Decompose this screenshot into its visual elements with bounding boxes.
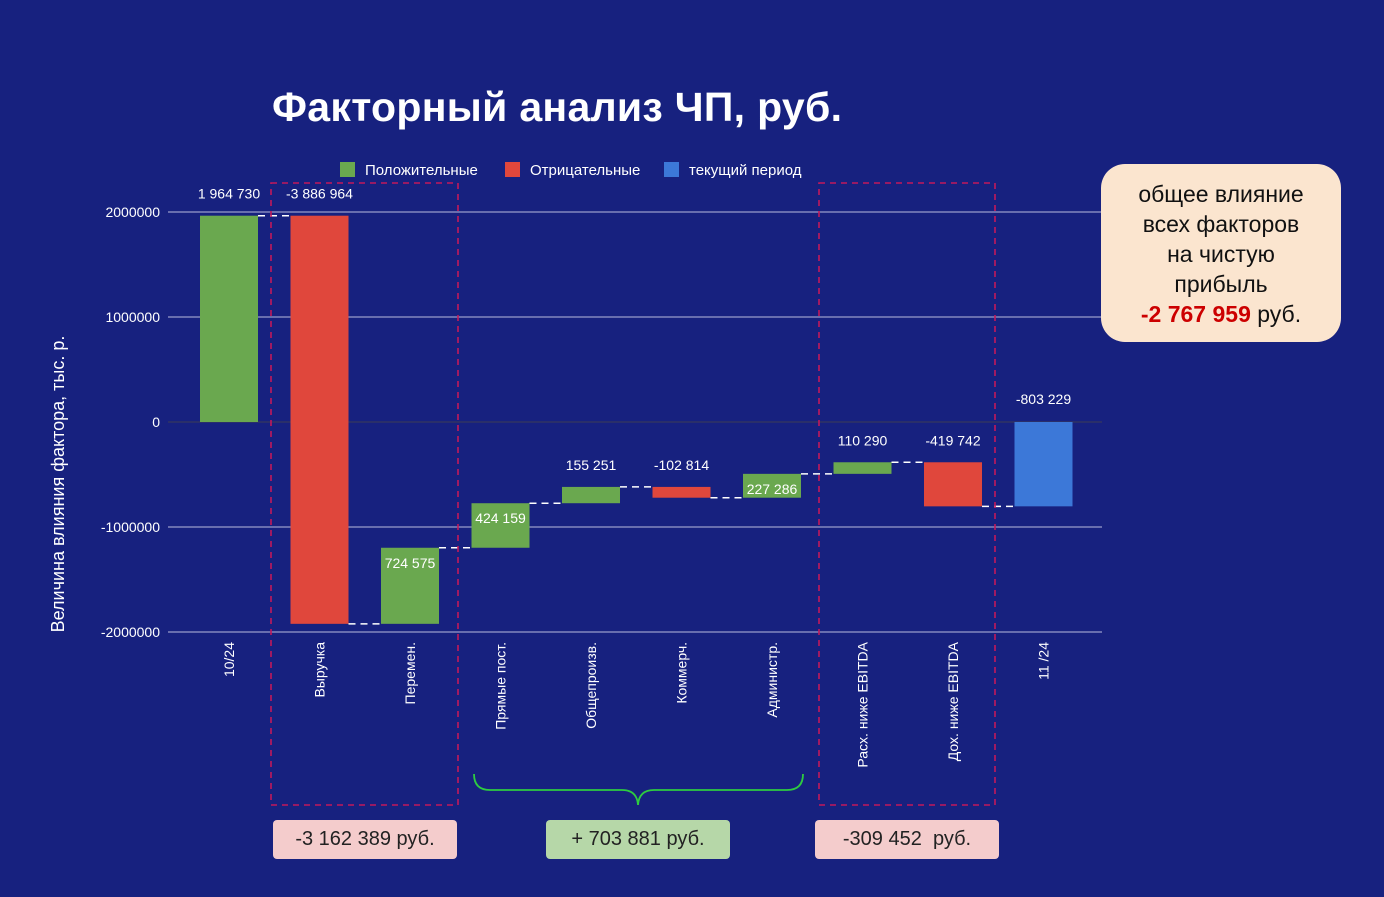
- callout-line-2: всех факторов: [1142, 211, 1300, 237]
- costs-group-sum: + 703 881 руб.: [546, 820, 730, 859]
- below-ebitda-group-sum: -309 452 руб.: [815, 820, 999, 859]
- data-label: 724 575: [385, 555, 436, 571]
- callout-line-1: общее влияние: [1138, 181, 1304, 207]
- category-label: Дох. ниже EBITDA: [945, 641, 961, 761]
- callout-value-line: -2 767 959 руб.: [1101, 299, 1341, 329]
- y-tick-label: -1000000: [101, 519, 160, 535]
- legend-swatch: [340, 162, 355, 177]
- data-label: 424 159: [475, 510, 526, 526]
- bar-layer: [200, 215, 1073, 624]
- callout-unit: руб.: [1250, 301, 1302, 327]
- y-tick-label: 0: [152, 414, 160, 430]
- total-effect-callout: общее влияние всех факторов на чистую пр…: [1101, 164, 1341, 342]
- category-label: Прямые пост.: [493, 642, 509, 730]
- connector-layer: [258, 214, 1015, 625]
- data-label: 110 290: [838, 432, 888, 448]
- chart-title: Факторный анализ ЧП, руб.: [272, 84, 843, 130]
- category-label: Расх. ниже EBITDA: [855, 641, 871, 767]
- group-frame: [818, 182, 996, 806]
- legend-label: Положительные: [365, 162, 478, 179]
- data-label: -803 229: [1016, 391, 1071, 407]
- y-tick-label: -2000000: [101, 624, 160, 640]
- bar: [924, 462, 982, 507]
- data-label: 1 964 730: [198, 186, 260, 202]
- revenue-group-sum: -3 162 389 руб.: [273, 820, 457, 859]
- y-tick-label: 1000000: [105, 309, 160, 325]
- bar: [743, 473, 801, 498]
- callout-line-3: на чистую: [1167, 241, 1275, 267]
- data-label: 227 286: [747, 481, 798, 497]
- bar: [652, 486, 711, 498]
- category-label: Выручка: [312, 642, 328, 698]
- group-frame: [270, 182, 459, 806]
- legend-swatch: [664, 162, 679, 177]
- bar: [200, 215, 258, 422]
- bar: [290, 215, 349, 624]
- cost-group-brace: [473, 773, 804, 806]
- category-label: 10/24: [221, 642, 237, 677]
- group-layer: [270, 182, 996, 806]
- legend-label: Отрицательные: [530, 162, 640, 179]
- legend-layer: Положительные Отрицательные текущий период: [340, 162, 802, 179]
- category-label: Общепроизв.: [583, 642, 599, 729]
- callout-line-4: прибыль: [1174, 271, 1268, 297]
- legend-swatch: [505, 162, 520, 177]
- data-label: -419 742: [925, 432, 980, 448]
- data-label: -3 886 964: [286, 186, 353, 202]
- y-tick-label: 2000000: [105, 204, 160, 220]
- bar: [471, 503, 530, 548]
- label-layer: 1 964 730 10/24 -3 886 964 Выручка 724 575 Пе…: [198, 186, 1071, 768]
- category-label: Перемен.: [402, 642, 418, 704]
- bar: [1014, 422, 1073, 507]
- callout-total-value: -2 767 959: [1140, 301, 1251, 327]
- bar: [562, 486, 620, 504]
- category-label: 11 /24: [1036, 642, 1052, 680]
- data-label: 155 251: [566, 457, 617, 473]
- bar: [833, 462, 892, 474]
- category-label: Коммерч.: [674, 642, 690, 704]
- data-label: -102 814: [654, 457, 709, 473]
- bar: [381, 547, 439, 624]
- legend-label: текущий период: [689, 162, 802, 179]
- category-label: Администр.: [764, 642, 780, 718]
- y-axis-label: Величина влияния фактора, тыс. р.: [48, 336, 68, 633]
